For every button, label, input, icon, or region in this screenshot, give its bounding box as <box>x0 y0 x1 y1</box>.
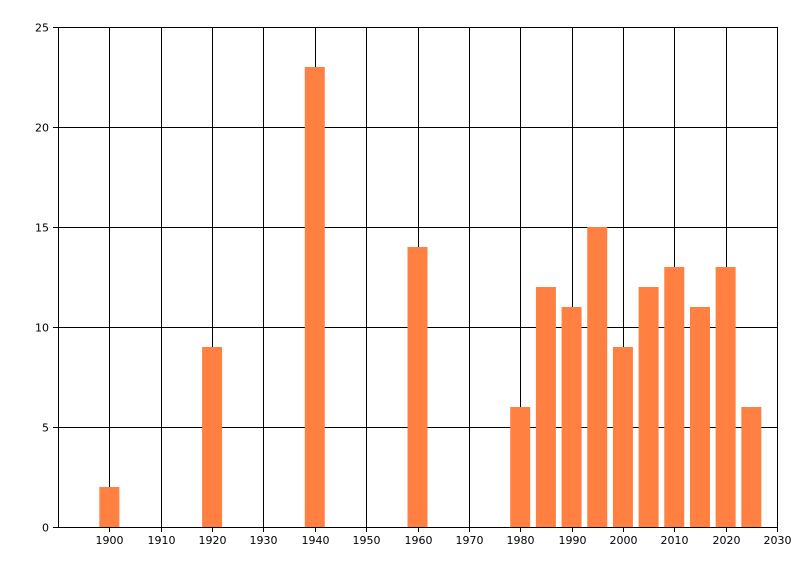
x-tick-label-1900: 1900 <box>96 534 124 547</box>
x-tick-label-1970: 1970 <box>456 534 484 547</box>
tick-labels: 1900 1910 1920 1930 1940 1950 1960 1970 1980 1990… <box>35 22 792 548</box>
x-tick-label-1920: 1920 <box>199 534 227 547</box>
y-tick-label-5: 5 <box>42 422 49 435</box>
x-tick-label-2000: 2000 <box>610 534 638 547</box>
x-tick-label-1940: 1940 <box>302 534 330 547</box>
bar-1900 <box>99 487 120 527</box>
bar-2025 <box>741 407 762 527</box>
x-tick-label-1930: 1930 <box>250 534 278 547</box>
x-tick-label-1960: 1960 <box>405 534 433 547</box>
bar-1960 <box>407 247 428 527</box>
x-tick-label-2030: 2030 <box>764 534 792 547</box>
bar-1985 <box>535 287 556 527</box>
bar-1990 <box>561 307 582 527</box>
y-tick-label-25: 25 <box>35 22 49 35</box>
y-tick-label-10: 10 <box>35 322 49 335</box>
bar-2015 <box>689 307 710 527</box>
bar-1995 <box>587 227 608 527</box>
x-tick-label-2020: 2020 <box>713 534 741 547</box>
bars <box>99 67 762 527</box>
bar-1940 <box>304 67 325 527</box>
bar-2010 <box>664 267 685 527</box>
bar-1920 <box>202 347 223 527</box>
x-tick-label-1980: 1980 <box>507 534 535 547</box>
y-tick-label-15: 15 <box>35 222 49 235</box>
x-tick-label-1950: 1950 <box>353 534 381 547</box>
bar-2005 <box>638 287 659 527</box>
bar-2000 <box>612 347 633 527</box>
x-tick-label-1910: 1910 <box>148 534 176 547</box>
bar-2020 <box>715 267 736 527</box>
bar-1980 <box>510 407 531 527</box>
x-tick-label-2010: 2010 <box>661 534 689 547</box>
x-tick-label-1990: 1990 <box>559 534 587 547</box>
y-tick-label-20: 20 <box>35 122 49 135</box>
axes <box>53 27 778 532</box>
y-tick-label-0: 0 <box>42 522 49 535</box>
